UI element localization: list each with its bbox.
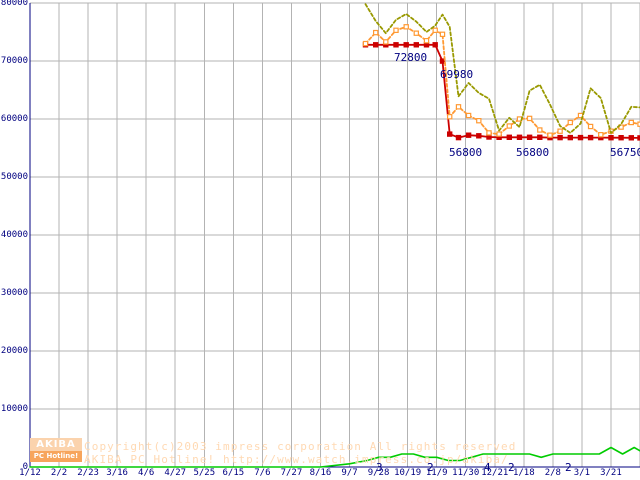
akiba-logo: AKIBA PC Hotline! [30, 438, 82, 462]
series-marker-average-price [557, 128, 563, 134]
series-marker-lowest-price [465, 132, 472, 138]
price-label: 56800 [516, 146, 550, 159]
series-marker-lowest-price [413, 42, 420, 48]
x-tick-label: 11/9 [425, 468, 448, 478]
price-label: 56800 [449, 146, 483, 159]
series-marker-lowest-price [567, 134, 574, 141]
series-marker-lowest-price [516, 134, 523, 140]
series-marker-lowest-price [373, 42, 379, 48]
series-marker-average-price [598, 132, 604, 138]
series-marker-lowest-price [608, 135, 614, 141]
x-tick-label: 12/21 [481, 468, 509, 478]
series-marker-average-price [628, 119, 635, 126]
series-marker-lowest-price [476, 133, 482, 139]
x-tick-label: 1/12 [19, 468, 41, 478]
series-marker-average-price [567, 119, 574, 126]
series-marker-average-price [393, 27, 399, 34]
series-marker-average-price [362, 40, 369, 47]
price-label: 69980 [440, 68, 474, 81]
x-tick-label: 2/2 [50, 468, 68, 478]
series-marker-lowest-price [447, 131, 453, 137]
y-tick-label: 20000 [0, 346, 28, 356]
x-tick-label: 4/27 [164, 468, 187, 478]
x-tick-label: 3/16 [106, 468, 128, 478]
series-marker-lowest-price [557, 134, 563, 141]
series-marker-average-price [403, 24, 409, 30]
series-marker-lowest-price [537, 134, 543, 140]
series-marker-lowest-price [587, 134, 594, 141]
series-marker-average-price [587, 123, 594, 130]
series-marker-average-price [383, 39, 389, 45]
series-marker-average-price [486, 130, 492, 136]
series-line-shop-count [29, 446, 640, 468]
y-tick-label: 40000 [0, 230, 28, 240]
grid-lines [29, 2, 640, 468]
price-label: 56750 [610, 146, 640, 159]
y-tick-label: 30000 [0, 288, 28, 298]
series-marker-lowest-price [439, 58, 446, 64]
akiba-logo-bottom: PC Hotline! [30, 451, 82, 462]
x-tick-label: 5/25 [193, 468, 216, 478]
series-marker-lowest-price [526, 134, 533, 140]
x-tick-label: 11/30 [452, 468, 480, 478]
series-line-highest-price [364, 3, 640, 134]
watermark-copyright: Copyright(c)2003 impress corporation All… [84, 440, 517, 453]
series-marker-average-price [447, 113, 453, 120]
x-tick-label: 7/27 [280, 468, 303, 478]
x-tick-label: 8/16 [309, 468, 332, 478]
series-marker-lowest-price [618, 135, 624, 141]
series-marker-average-price [439, 31, 446, 38]
y-tick-label: 10000 [0, 404, 28, 414]
count-label: 2 [508, 461, 515, 474]
series-marker-average-price [577, 112, 584, 119]
series-marker-average-price [496, 131, 502, 137]
series-marker-average-price [432, 27, 438, 34]
series-marker-average-price [506, 123, 513, 129]
x-tick-label: 3/21 [600, 468, 622, 478]
y-tick-label: 0 [22, 462, 28, 472]
series-marker-lowest-price [393, 42, 399, 48]
x-tick-label: 4/6 [138, 468, 155, 478]
series-marker-lowest-price [455, 134, 462, 141]
series-marker-lowest-price [628, 135, 635, 141]
series-marker-average-price [547, 132, 553, 138]
price-label: 72800 [394, 51, 428, 64]
series-marker-average-price [413, 30, 420, 36]
watermark-url: AKIBA PC Hotline! http://www.watch.impre… [84, 453, 509, 466]
y-tick-label: 80000 [0, 0, 28, 8]
series-marker-average-price [537, 127, 543, 133]
y-tick-label: 60000 [0, 114, 28, 124]
x-tick-label: 2/8 [544, 468, 561, 478]
x-tick-label: 1/18 [512, 468, 535, 478]
series-marker-average-price [373, 29, 379, 36]
akiba-logo-top: AKIBA [30, 438, 82, 451]
x-tick-label: 3/1 [573, 468, 591, 478]
count-label: 4 [484, 461, 491, 474]
count-label: 2 [427, 461, 434, 474]
series-marker-lowest-price [506, 134, 513, 140]
series-marker-average-price [637, 121, 640, 127]
x-tick-label: 2/23 [77, 468, 99, 478]
x-tick-label: 7/6 [254, 468, 271, 478]
x-tick-label: 10/19 [394, 468, 422, 478]
y-tick-label: 70000 [0, 56, 28, 66]
series-marker-average-price [455, 104, 462, 110]
x-tick-label: 6/15 [222, 468, 245, 478]
x-tick-label: 9/28 [367, 468, 390, 478]
x-tick-label: 9/7 [341, 468, 358, 478]
series-marker-lowest-price [577, 134, 584, 141]
series-marker-lowest-price [432, 42, 438, 48]
y-tick-label: 50000 [0, 172, 28, 182]
series-marker-average-price [526, 115, 533, 122]
series-marker-average-price [465, 112, 472, 119]
series-marker-lowest-price [637, 135, 640, 141]
count-label: 3 [376, 461, 383, 474]
series-marker-average-price [476, 117, 482, 124]
data-series [29, 3, 640, 468]
count-label: 2 [565, 461, 572, 474]
series-marker-average-price [423, 37, 430, 44]
series-marker-lowest-price [403, 42, 409, 48]
